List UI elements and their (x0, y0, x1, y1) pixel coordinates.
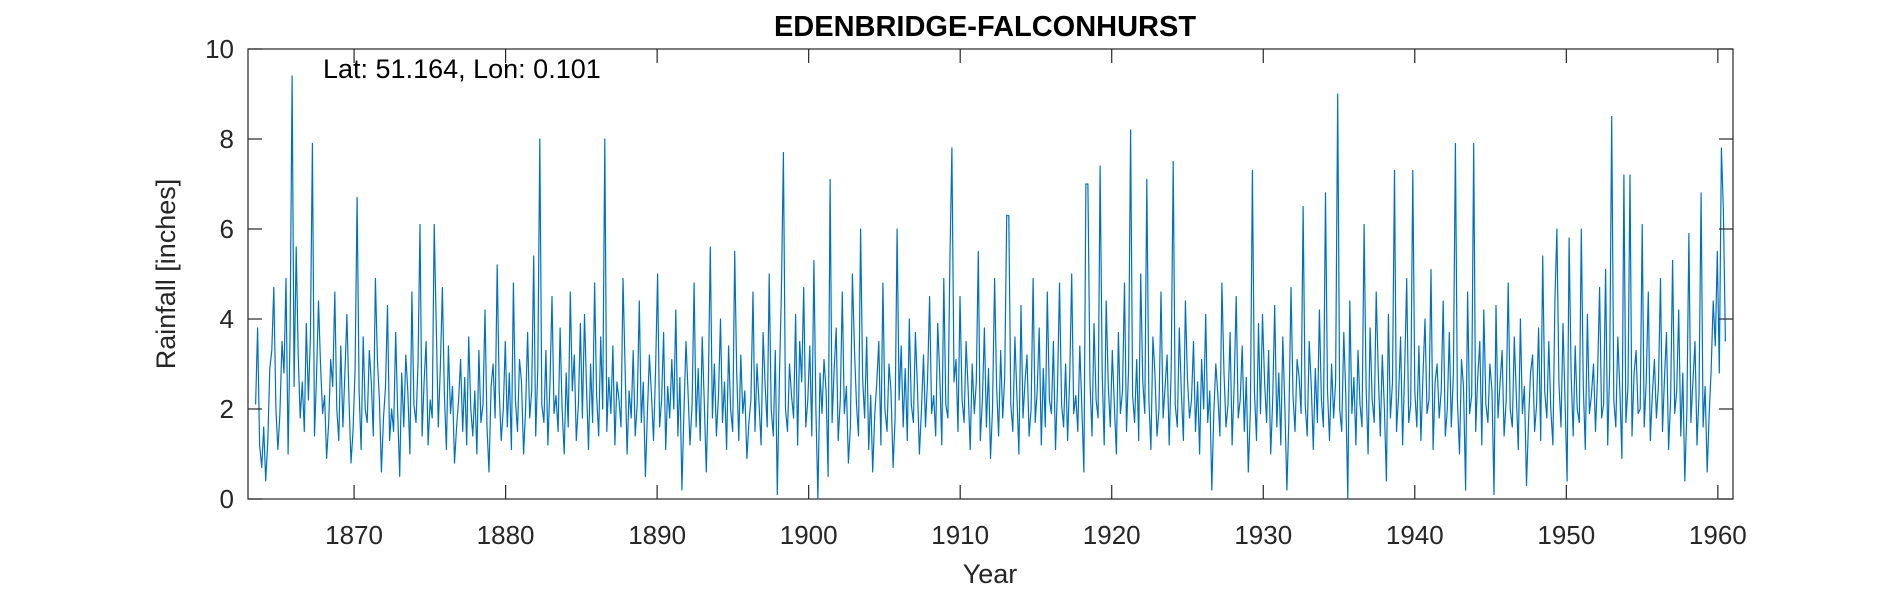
rainfall-series-line (255, 75, 1726, 500)
y-tick-label: 10 (205, 34, 234, 64)
y-tick-label: 6 (220, 214, 234, 244)
y-tick-label: 2 (220, 394, 234, 424)
plot-area (247, 48, 1734, 500)
x-tick-label: 1880 (477, 520, 535, 550)
x-tick-label: 1910 (931, 520, 989, 550)
x-tick-label: 1950 (1537, 520, 1595, 550)
y-tick-label: 8 (220, 124, 234, 154)
x-tick-label: 1930 (1234, 520, 1292, 550)
y-axis: 0 2 4 6 8 10 (205, 34, 1733, 514)
x-axis-label: Year (963, 559, 1018, 589)
x-tick-label: 1870 (325, 520, 383, 550)
location-annotation: Lat: 51.164, Lon: 0.101 (323, 54, 601, 84)
plot-frame (247, 48, 1734, 500)
x-tick-label: 1960 (1689, 520, 1747, 550)
y-tick-label: 0 (220, 484, 234, 514)
chart-title: EDENBRIDGE-FALCONHURST (774, 11, 1196, 43)
x-tick-label: 1940 (1386, 520, 1444, 550)
y-tick-label: 4 (220, 304, 234, 334)
x-tick-label: 1900 (780, 520, 838, 550)
y-axis-label: Rainfall [inches] (151, 179, 181, 370)
x-axis: 1870 1880 1890 1900 1910 1920 1930 1940 1950 1960 (325, 49, 1747, 550)
x-tick-label: 1890 (628, 520, 686, 550)
x-tick-label: 1920 (1083, 520, 1141, 550)
